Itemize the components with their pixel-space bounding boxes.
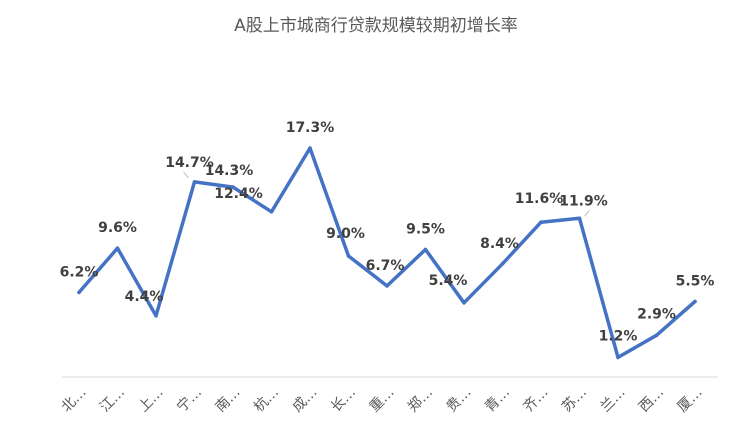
data-label: 4.4% bbox=[125, 289, 164, 305]
data-point bbox=[616, 355, 620, 360]
data-point bbox=[269, 210, 274, 214]
x-tick-label: 南… bbox=[213, 384, 244, 415]
data-label: 17.3% bbox=[286, 120, 335, 136]
data-point bbox=[654, 333, 659, 338]
x-tick-label: 重… bbox=[367, 384, 398, 415]
x-tick-label: 兰… bbox=[598, 384, 629, 415]
x-tick-label: 杭… bbox=[251, 384, 282, 415]
data-label: 6.2% bbox=[60, 264, 99, 280]
data-point bbox=[192, 180, 197, 184]
data-label: 9.5% bbox=[406, 222, 445, 238]
x-tick-label: 江… bbox=[97, 384, 128, 415]
data-label: 8.4% bbox=[480, 236, 519, 252]
data-point bbox=[154, 314, 158, 318]
data-label: 9.6% bbox=[98, 220, 137, 236]
data-point bbox=[385, 284, 389, 288]
x-tick-label: 宁… bbox=[173, 384, 205, 416]
data-point bbox=[231, 185, 235, 189]
data-label: 2.9% bbox=[637, 306, 676, 322]
data-point bbox=[693, 299, 697, 304]
data-point bbox=[577, 216, 582, 221]
data-label: 14.7% bbox=[165, 155, 214, 171]
label-leader-line bbox=[584, 209, 590, 217]
data-point bbox=[423, 247, 428, 252]
data-label: 6.7% bbox=[366, 258, 405, 274]
data-point bbox=[308, 146, 312, 150]
data-label: 9.0% bbox=[326, 226, 365, 242]
data-label: 11.9% bbox=[559, 193, 608, 209]
data-label: 11.6% bbox=[515, 191, 564, 207]
x-tick-label: 青… bbox=[482, 384, 513, 415]
x-tick-label: 厦… bbox=[675, 384, 706, 415]
x-tick-label: 上… bbox=[136, 384, 167, 415]
x-tick-label: 长… bbox=[328, 384, 359, 415]
data-label: 12.4% bbox=[214, 186, 263, 202]
data-point bbox=[539, 220, 543, 224]
x-tick-label: 苏… bbox=[559, 384, 590, 415]
data-label: 5.4% bbox=[429, 273, 468, 289]
series-line bbox=[77, 146, 697, 360]
label-leader-line bbox=[183, 171, 189, 179]
x-tick-label: 郑… bbox=[405, 384, 436, 415]
data-point bbox=[500, 262, 505, 266]
x-tick-label: 齐… bbox=[521, 384, 552, 415]
data-point bbox=[462, 301, 466, 305]
data-point bbox=[346, 254, 351, 258]
data-label: 14.3% bbox=[205, 163, 254, 179]
data-point bbox=[77, 290, 81, 295]
x-tick-label: 成… bbox=[290, 384, 321, 415]
data-point bbox=[115, 246, 120, 250]
chart-title: A股上市城商行贷款规模较期初增长率 bbox=[234, 16, 518, 36]
x-tick-label: 西… bbox=[636, 384, 667, 415]
data-label: 5.5% bbox=[676, 274, 715, 290]
x-tick-label: 贵… bbox=[444, 384, 475, 415]
data-label: 1.2% bbox=[599, 328, 638, 344]
x-tick-label: 北… bbox=[59, 384, 90, 415]
